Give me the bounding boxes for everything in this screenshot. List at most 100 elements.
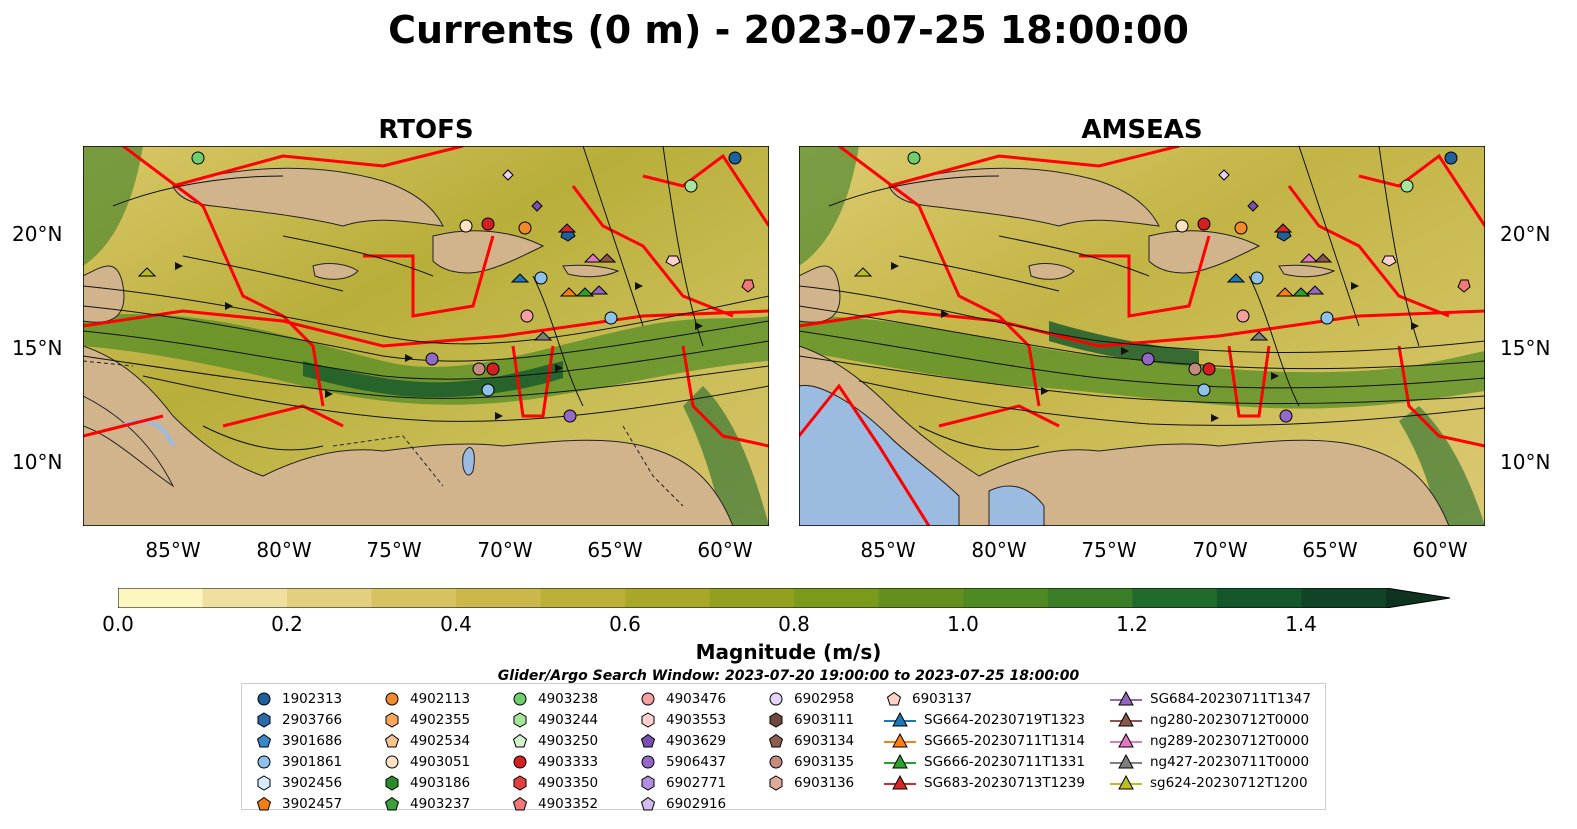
map-rtofs [83, 146, 769, 526]
colorbar-tick-1-2: 1.2 [1116, 612, 1148, 636]
legend-item-label: ng280-20230712T0000 [1150, 711, 1310, 728]
legend-marker-icon [385, 711, 399, 728]
colorbar-extend-arrow [1386, 588, 1450, 608]
legend-item: 3901686 [254, 730, 342, 751]
legend-marker-icon [257, 692, 271, 705]
colorbar-segment [709, 588, 795, 608]
legend-marker-icon [513, 692, 527, 705]
colorbar-segment [1216, 588, 1302, 608]
colorbar-tick-0-8: 0.8 [778, 612, 810, 636]
legend-item: SG664-20230719T1323 [884, 709, 1085, 730]
legend-marker-icon [385, 692, 399, 705]
legend-item: 6903135 [766, 751, 854, 772]
legend-marker-icon [256, 733, 272, 747]
legend-item-label: 6902916 [666, 795, 727, 812]
legend-marker-icon [513, 711, 527, 728]
legend-item-label: 3901861 [282, 753, 343, 770]
legend-item-label: 6902958 [794, 690, 855, 707]
legend-item-label: 3902456 [282, 774, 343, 791]
legend-column: SG684-20230711T1347 ng280-20230712T0000 ng… [1110, 688, 1311, 793]
legend-item-label: sg624-20230712T1200 [1150, 774, 1308, 791]
colorbar-segment [1132, 588, 1218, 608]
legend-item: 4903244 [510, 709, 598, 730]
lat-label-10n-left: 10°N [12, 450, 63, 474]
colorbar-segment [371, 588, 457, 608]
lon-label-85w-right: 85°W [860, 538, 916, 562]
legend-marker-icon [257, 711, 271, 728]
colorbar-tick-0-0: 0.0 [102, 612, 134, 636]
legend-item-label: SG665-20230711T1314 [924, 732, 1085, 749]
legend-item-label: 4903186 [410, 774, 471, 791]
legend-column: 4902113 4902355 4902534 4903051 4903186 49032… [382, 688, 470, 814]
legend-item: 6902771 [638, 772, 726, 793]
legend-item: 4903237 [382, 793, 470, 814]
legend-item: 6903137 [884, 688, 1085, 709]
legend-marker-icon [884, 774, 916, 789]
legend-marker-icon [385, 774, 399, 791]
map-amseas [799, 146, 1485, 526]
panel-title-amseas: AMSEAS [1081, 115, 1203, 145]
colorbar-tick-0-2: 0.2 [271, 612, 303, 636]
legend-item-label: 4903553 [666, 711, 727, 728]
legend-item: 4903629 [638, 730, 726, 751]
legend-item-label: 6903111 [794, 711, 855, 728]
legend-marker-icon [769, 755, 783, 768]
legend-marker-icon [384, 796, 400, 810]
colorbar-tick-0-6: 0.6 [609, 612, 641, 636]
legend-item: 4902113 [382, 688, 470, 709]
legend-column: 4903238 4903244 4903250 4903333 4903350 49033… [510, 688, 598, 814]
legend-marker-icon [769, 692, 783, 705]
legend-item-label: 6903134 [794, 732, 855, 749]
legend-item: 1902313 [254, 688, 342, 709]
legend-item-label: 4903629 [666, 732, 727, 749]
legend-item-label: ng289-20230712T0000 [1150, 732, 1310, 749]
legend-item-label: 6903137 [912, 690, 973, 707]
legend-marker-icon [512, 796, 528, 810]
figure-title: Currents (0 m) - 2023-07-25 18:00:00 [388, 8, 1189, 52]
legend-item: 4903238 [510, 688, 598, 709]
search-window-caption: Glider/Argo Search Window: 2023-07-20 19… [497, 668, 1080, 684]
legend-marker-icon [1110, 690, 1142, 705]
legend-item-label: 1902313 [282, 690, 343, 707]
legend-item-label: SG664-20230719T1323 [924, 711, 1085, 728]
legend-marker-icon [257, 774, 271, 791]
legend-item-label: 4903238 [538, 690, 599, 707]
colorbar [117, 587, 1453, 612]
legend-item: 4903250 [510, 730, 598, 751]
colorbar-segment [878, 588, 964, 608]
legend-item-label: 4903333 [538, 753, 599, 770]
legend-marker-icon [512, 733, 528, 747]
legend-item-label: 4903250 [538, 732, 599, 749]
map-rtofs-canvas [83, 146, 769, 526]
legend-item-label: 3901686 [282, 732, 343, 749]
colorbar-segment [1047, 588, 1133, 608]
lon-label-80w-left: 80°W [256, 538, 312, 562]
legend-item-label: 4903350 [538, 774, 599, 791]
colorbar-segment [202, 588, 288, 608]
legend-marker-icon [640, 733, 656, 747]
legend-marker-icon [886, 691, 902, 705]
lon-label-70w-left: 70°W [477, 538, 533, 562]
lat-label-15n-left: 15°N [12, 336, 63, 360]
legend-marker-icon [884, 732, 916, 747]
legend-item: 4903352 [510, 793, 598, 814]
lon-label-60w-right: 60°W [1412, 538, 1468, 562]
legend-marker-icon [884, 753, 916, 768]
legend-column: 4903476 4903553 4903629 5906437 6902771 69029… [638, 688, 726, 814]
legend-item-label: 6903136 [794, 774, 855, 791]
colorbar-segment [456, 588, 542, 608]
map-amseas-canvas [799, 146, 1485, 526]
colorbar-segment [540, 588, 626, 608]
legend-marker-icon [641, 692, 655, 705]
legend-item-label: SG684-20230711T1347 [1150, 690, 1311, 707]
legend-item: SG665-20230711T1314 [884, 730, 1085, 751]
legend-marker-icon [385, 755, 399, 768]
legend-marker-icon [1110, 732, 1142, 747]
legend-item-label: 4902113 [410, 690, 471, 707]
legend-item: SG666-20230711T1331 [884, 751, 1085, 772]
colorbar-segment [963, 588, 1049, 608]
lon-label-65w-left: 65°W [587, 538, 643, 562]
legend-item-label: 4903476 [666, 690, 727, 707]
legend-item: ng289-20230712T0000 [1110, 730, 1311, 751]
legend-item: SG684-20230711T1347 [1110, 688, 1311, 709]
